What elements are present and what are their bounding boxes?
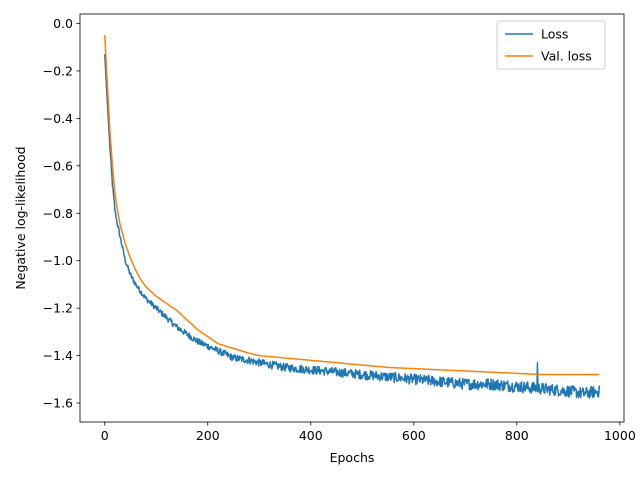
x-tick-label: 600 [402,428,426,443]
y-axis-label: Negative log-likelihood [13,146,28,289]
y-tick-label: −1.6 [43,396,73,411]
x-tick-label: 200 [196,428,220,443]
y-tick-label: 0.0 [53,16,73,31]
series-line-2 [103,35,600,376]
y-tick-label: −0.2 [43,63,73,78]
axes: 0 200 400 600 800 1000 0.0 −0.2 −0.4 −0.6 −0.8 −1.0… [43,13,636,443]
axes-frame [79,13,625,423]
x-tick-label: 800 [505,428,529,443]
x-tick-label: 0 [101,428,109,443]
series-line-1 [103,54,601,399]
x-axis-label: Epochs [330,450,375,465]
y-tick-label: −0.4 [43,111,73,126]
y-tick-label: −1.0 [43,253,73,268]
y-tick-label: −1.4 [43,348,73,363]
x-tick-label: 400 [299,428,323,443]
legend-label-2: Val. loss [541,49,592,64]
y-tick-label: −1.2 [43,301,73,316]
y-tick-label: −0.8 [43,206,73,221]
legend-box [496,20,606,70]
legend-label-1: Loss [541,27,568,42]
plot-area [103,35,601,399]
y-tick-label: −0.6 [43,158,73,173]
legend: Loss Val. loss [496,20,606,70]
x-tick-label: 1000 [604,428,636,443]
